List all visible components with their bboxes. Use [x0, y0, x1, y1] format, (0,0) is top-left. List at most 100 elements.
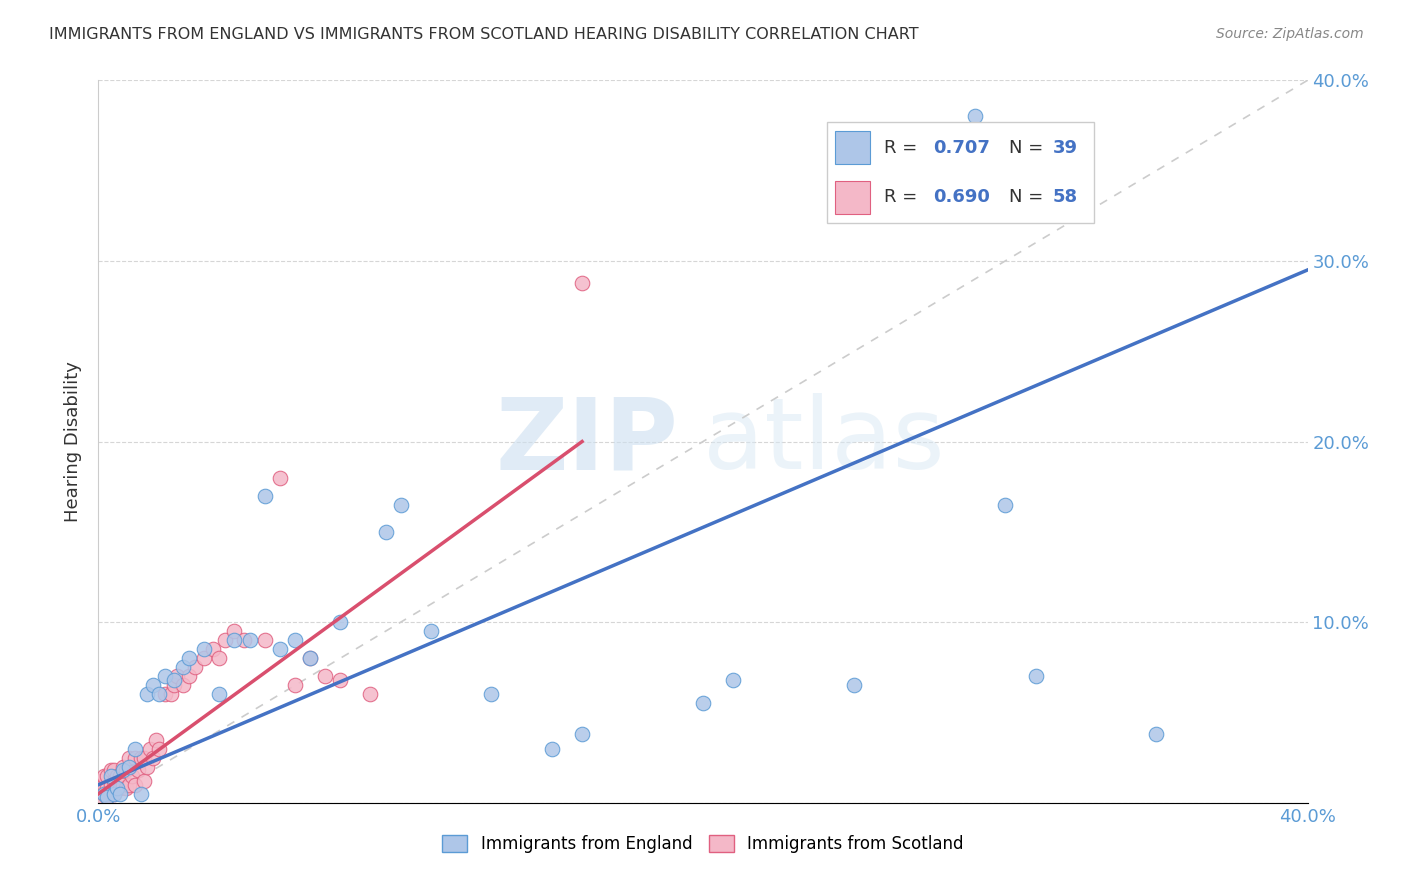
Point [179, 651, 201, 665]
Point [160, 687, 183, 701]
Point [90, 774, 112, 789]
Text: Source: ZipAtlas.com: Source: ZipAtlas.com [1216, 27, 1364, 41]
Point [93, 787, 115, 801]
Point [239, 633, 262, 648]
Text: R =: R = [884, 188, 922, 206]
Point [269, 471, 291, 485]
Point [299, 651, 322, 665]
Point [100, 769, 122, 783]
Point [118, 750, 141, 764]
Point [232, 633, 254, 648]
Point [93, 787, 115, 801]
Text: 58: 58 [1053, 188, 1078, 206]
Point [540, 741, 562, 756]
Point [124, 750, 146, 764]
Point [253, 633, 276, 648]
FancyBboxPatch shape [835, 180, 870, 213]
Point [208, 687, 231, 701]
Point [145, 732, 167, 747]
Point [284, 678, 307, 692]
Point [105, 781, 128, 796]
Point [224, 633, 246, 648]
Point [269, 642, 291, 657]
Point [420, 624, 443, 639]
Point [103, 774, 125, 789]
Point [148, 741, 170, 756]
Point [135, 687, 157, 701]
Point [100, 764, 122, 778]
Point [374, 524, 396, 539]
Point [208, 651, 231, 665]
Point [114, 781, 136, 796]
Point [314, 669, 336, 683]
Point [90, 790, 112, 805]
Point [124, 778, 146, 792]
Point [481, 687, 503, 701]
Point [994, 498, 1017, 512]
Point [124, 741, 146, 756]
Point [179, 669, 201, 683]
Point [184, 660, 207, 674]
Point [142, 750, 165, 764]
Point [163, 678, 186, 692]
Legend: Immigrants from England, Immigrants from Scotland: Immigrants from England, Immigrants from… [436, 828, 970, 860]
Point [299, 651, 322, 665]
Text: 39: 39 [1053, 138, 1078, 157]
Point [132, 774, 155, 789]
Point [193, 642, 215, 657]
Point [571, 276, 593, 290]
Point [121, 769, 143, 783]
Point [142, 678, 165, 692]
Point [96, 790, 118, 805]
Point [108, 787, 131, 801]
Point [108, 769, 131, 783]
Point [93, 769, 115, 783]
Point [105, 781, 128, 796]
Point [111, 764, 134, 778]
Point [329, 615, 352, 630]
Point [96, 790, 118, 805]
Point [1144, 727, 1167, 741]
Point [129, 787, 152, 801]
Point [105, 769, 128, 783]
Point [118, 760, 141, 774]
Text: ZIP: ZIP [496, 393, 679, 490]
Point [284, 633, 307, 648]
Point [202, 642, 225, 657]
Text: IMMIGRANTS FROM ENGLAND VS IMMIGRANTS FROM SCOTLAND HEARING DISABILITY CORRELATI: IMMIGRANTS FROM ENGLAND VS IMMIGRANTS FR… [49, 27, 920, 42]
Point [90, 781, 112, 796]
Point [214, 633, 236, 648]
Point [723, 673, 745, 687]
Point [172, 660, 194, 674]
Point [253, 489, 276, 503]
FancyBboxPatch shape [827, 122, 1094, 223]
Point [93, 778, 115, 792]
Point [132, 750, 155, 764]
Point [692, 697, 714, 711]
Point [965, 109, 987, 123]
Point [103, 787, 125, 801]
Point [108, 781, 131, 796]
Point [153, 687, 176, 701]
Point [96, 769, 118, 783]
Text: R =: R = [884, 138, 922, 157]
Point [224, 624, 246, 639]
FancyBboxPatch shape [835, 131, 870, 164]
Text: 0.690: 0.690 [934, 188, 990, 206]
Point [389, 498, 412, 512]
Point [139, 741, 162, 756]
Point [360, 687, 382, 701]
Point [96, 781, 118, 796]
Point [166, 669, 188, 683]
Y-axis label: Hearing Disability: Hearing Disability [65, 361, 83, 522]
Point [153, 669, 176, 683]
Point [127, 764, 149, 778]
Text: atlas: atlas [703, 393, 945, 490]
Point [111, 760, 134, 774]
Point [1024, 669, 1046, 683]
Point [103, 787, 125, 801]
Point [111, 778, 134, 792]
Point [129, 750, 152, 764]
Text: N =: N = [1010, 188, 1049, 206]
Point [163, 673, 186, 687]
